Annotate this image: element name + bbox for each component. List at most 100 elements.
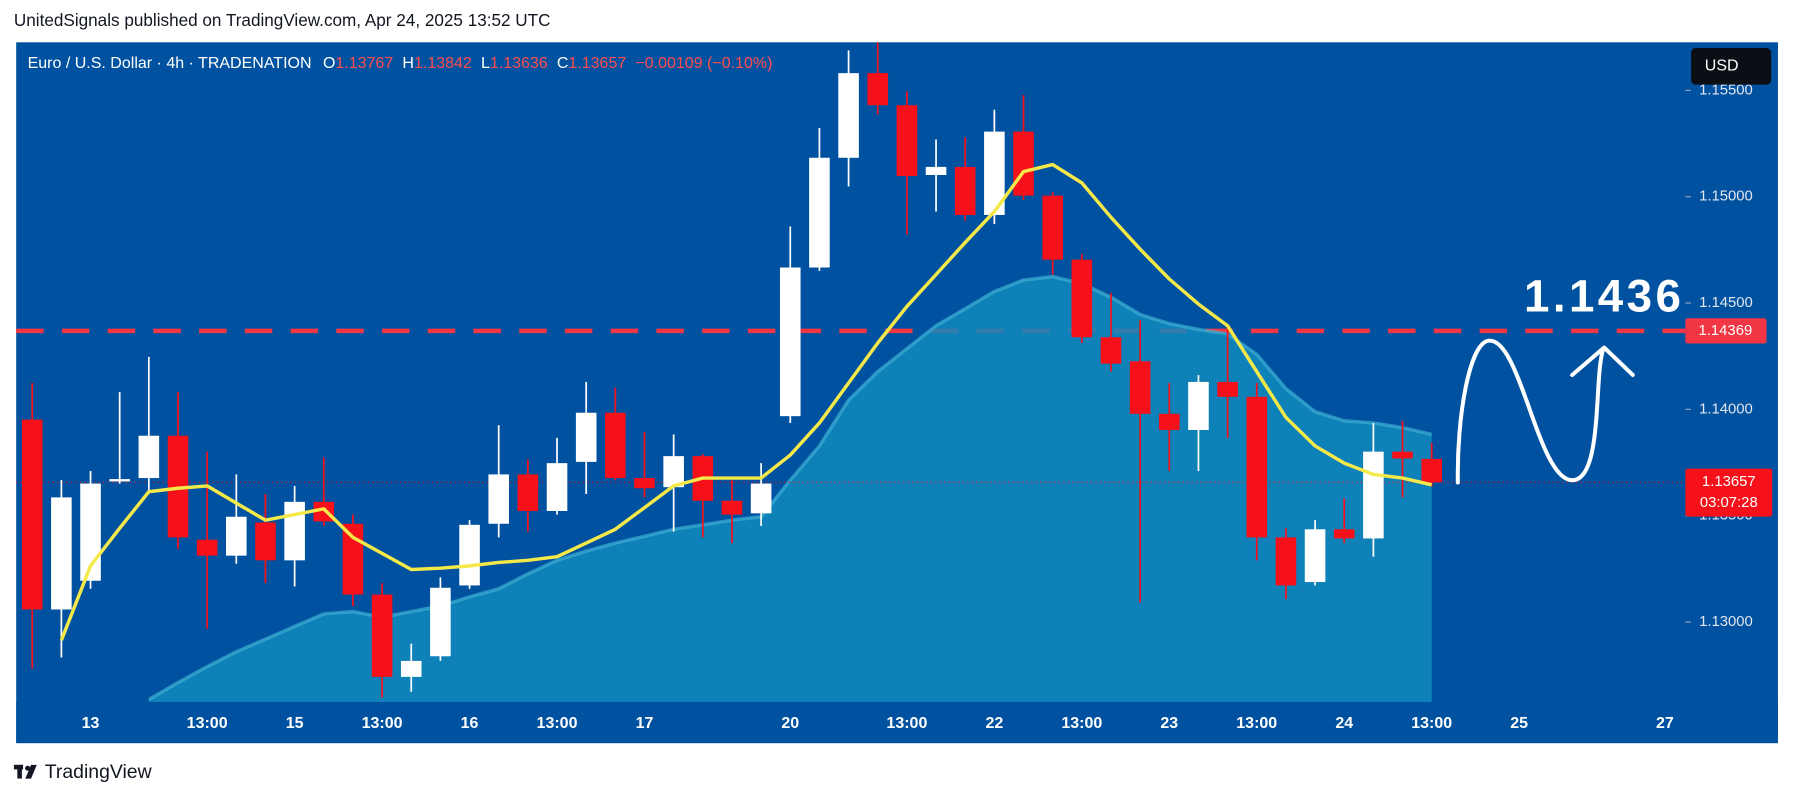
ohlc-key: C [557,55,569,72]
candle-body [1071,259,1093,338]
candle-body [779,267,801,417]
candle-body [1421,458,1442,483]
last-price-bg [1685,468,1773,517]
candle-body [21,419,43,610]
logo-part [17,764,22,779]
candle-body [400,660,422,677]
candle-body [1246,396,1268,538]
x-tick-label: 13:00 [1061,715,1102,732]
candle-body [1100,337,1122,364]
candle-body [284,501,305,561]
x-tick-label: 16 [461,715,479,732]
candle-body [517,474,539,511]
x-tick-label: 13:00 [1236,715,1277,732]
change: −0.00109 (−0.10%) [635,55,772,72]
candle-body [1042,195,1063,260]
candle-body [750,483,772,514]
candle-body [809,157,830,268]
candle-body [371,594,393,677]
candle-body [1304,529,1326,583]
time-axis-band [16,701,1778,744]
y-tick-label: 1.14000 [1699,401,1753,417]
annotation: 1.1436 [1524,271,1684,322]
countdown: 03:07:28 [1700,495,1758,511]
drawn-arrowhead [1570,345,1635,377]
x-tick-label: 23 [1160,715,1178,732]
ohlc-value: 1.13767 [335,55,393,72]
overlay: USD 1.1436 TradingView Euro / U.S. Dolla… [13,48,1773,783]
x-tick-label: 24 [1335,715,1353,732]
candle-body [342,523,364,595]
candle-body [138,435,160,479]
y-tick-label: 1.14500 [1699,295,1753,311]
candle-body [954,166,976,215]
y-tick-label: 1.13000 [1699,614,1753,630]
x-tick-label: 22 [985,715,1003,732]
level-label-bg [1685,318,1767,344]
candle-body [1333,529,1355,539]
x-tick-label: 13:00 [187,715,228,732]
candle-body [605,412,626,479]
logo-part [25,765,31,771]
tv-logo [13,764,37,779]
candle-body [867,73,889,106]
candle-body [1392,451,1413,459]
x-tick-label: 15 [286,715,304,732]
ohlc-value: 1.13636 [490,55,548,72]
x-tick-label: 25 [1510,715,1528,732]
candle-body [1188,381,1209,430]
plot: 1.130001.135001.140001.145001.150001.155… [16,42,1778,744]
ohlc-key: H [402,55,414,72]
candle-body [255,522,276,561]
candle-body [51,497,72,610]
candle-body [1275,537,1297,586]
ohlc-key: O [323,55,335,72]
candle-body [1129,361,1151,414]
candle-body [196,539,218,556]
symbol-legend: Euro / U.S. Dollar · 4h · TRADENATION O1.… [28,55,773,72]
ohlc-value: 1.13657 [568,55,626,72]
publish-title: UnitedSignals published on TradingView.c… [14,10,551,30]
logo-part [25,764,37,779]
ohlc-value: 1.13842 [414,55,472,72]
x-tick-label: 27 [1656,715,1674,732]
candle-body [1217,381,1238,397]
x-tick-label: 13:00 [886,715,927,732]
candle-body [896,105,918,177]
candle-body [1013,131,1034,196]
candle-body [1363,451,1384,539]
x-tick-label: 13:00 [362,715,403,732]
candle-body [925,166,947,175]
x-tick-label: 13 [82,715,100,732]
ohlc-key: L [481,55,490,72]
candle-body [663,456,684,488]
candle-body [546,463,568,511]
candle-body [1159,413,1180,430]
x-tick-label: 13:00 [1411,715,1452,732]
currency-button[interactable] [1691,48,1772,85]
drawn-curve [1455,338,1606,485]
candle-body [488,474,510,524]
currency-label: USD [1705,58,1739,75]
last-price-label: 1.13657 [1702,474,1756,490]
candle-body [430,587,451,657]
candle-body [459,524,480,586]
candle-body [838,73,859,158]
y-tick-label: 1.15500 [1699,82,1753,98]
candle-body [634,478,655,489]
y-tick-label: 1.15000 [1699,189,1753,205]
symbol: Euro / U.S. Dollar · 4h · TRADENATION [28,55,312,72]
area-edge [147,274,1433,702]
candle-body [721,500,743,515]
ma-line [59,162,1433,641]
x-tick-label: 13:00 [537,715,578,732]
candle-body [984,131,1005,215]
candle-body [575,412,597,462]
area [148,276,1432,702]
brand: TradingView [45,761,153,783]
x-tick-label: 20 [781,715,799,732]
candle-body [226,516,247,556]
candle-body [313,501,335,522]
